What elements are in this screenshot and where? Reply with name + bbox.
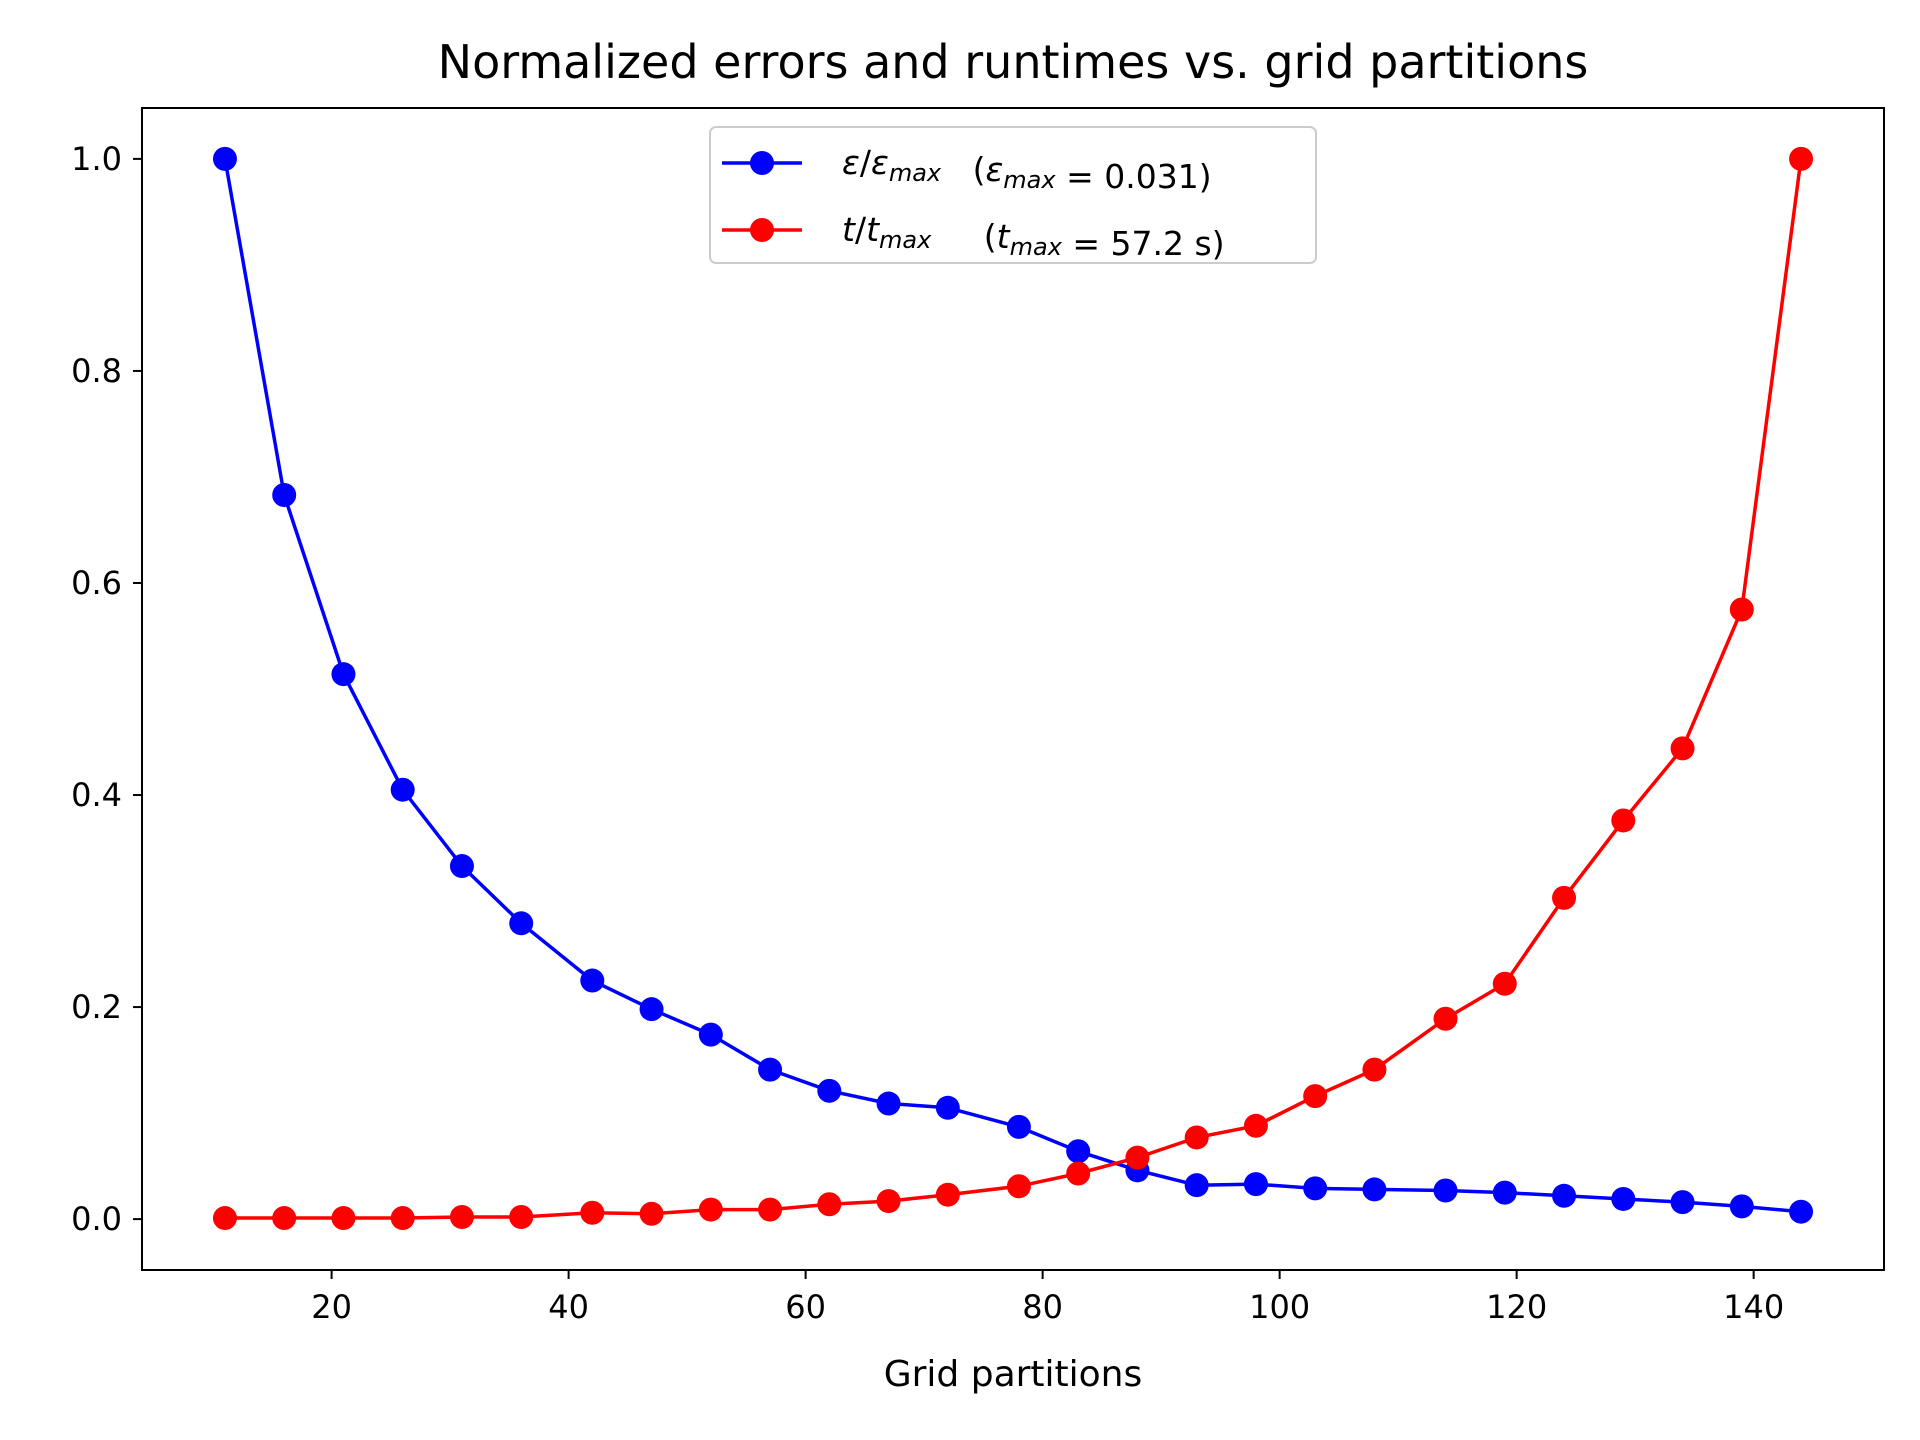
data-point (1729, 597, 1754, 622)
legend-label: ε/εmax (εmax = 0.031) (842, 143, 1212, 196)
data-point (1611, 808, 1636, 833)
legend-swatch-marker (750, 151, 774, 175)
data-point (1184, 1173, 1209, 1198)
data-point (1433, 1006, 1458, 1031)
data-point (817, 1078, 842, 1103)
data-point (509, 1204, 534, 1229)
data-point (1611, 1186, 1636, 1211)
legend-label: t/tmax (tmax = 57.2 s) (842, 210, 1225, 263)
data-point (876, 1189, 901, 1214)
data-point (758, 1197, 783, 1222)
y-tick-label: 0.6 (71, 564, 122, 602)
data-point (1362, 1177, 1387, 1202)
data-point (1006, 1114, 1031, 1139)
data-point (876, 1091, 901, 1116)
data-point (390, 1206, 415, 1231)
x-tick-label: 40 (548, 1288, 589, 1326)
x-tick-label: 100 (1249, 1288, 1310, 1326)
data-point (698, 1022, 723, 1047)
legend: ε/εmax (εmax = 0.031) t/tmax (tmax = 57.2… (709, 126, 1317, 264)
y-tick-label: 0.8 (71, 352, 122, 390)
data-point (935, 1095, 960, 1120)
data-point (449, 854, 474, 879)
data-point (331, 1206, 356, 1231)
data-point (580, 968, 605, 993)
plot-area (212, 146, 1814, 1231)
chart-title: Normalized errors and runtimes vs. grid … (438, 35, 1589, 89)
y-tick-label: 0.0 (71, 1200, 122, 1238)
x-tick-label: 80 (1022, 1288, 1063, 1326)
data-point (1184, 1125, 1209, 1150)
data-point (1492, 971, 1517, 996)
y-tick-label: 0.2 (71, 988, 122, 1026)
data-point (390, 777, 415, 802)
x-axis-label: Grid partitions (884, 1354, 1143, 1395)
data-point (1552, 1183, 1577, 1208)
x-tick-label: 20 (311, 1288, 352, 1326)
data-point (817, 1192, 842, 1217)
data-point (1670, 736, 1695, 761)
data-point (449, 1204, 474, 1229)
data-point (1066, 1139, 1091, 1164)
data-point (1362, 1057, 1387, 1082)
data-point (1729, 1194, 1754, 1219)
y-tick-label: 0.4 (71, 776, 122, 814)
data-point (1243, 1172, 1268, 1197)
series-runtime (212, 146, 1814, 1231)
legend-entries: ε/εmax (εmax = 0.031) t/tmax (tmax = 57.2… (722, 143, 1225, 263)
data-point (698, 1197, 723, 1222)
x-tick-label: 120 (1486, 1288, 1547, 1326)
data-point (212, 1206, 237, 1231)
y-tick-label: 1.0 (71, 140, 122, 178)
data-point (758, 1057, 783, 1082)
data-point (639, 997, 664, 1022)
data-point (212, 146, 237, 171)
data-point (1303, 1176, 1328, 1201)
legend-swatch-marker (750, 218, 774, 242)
x-axis: 20 40 60 80 100 120 140 (311, 1270, 1784, 1326)
data-point (1066, 1161, 1091, 1186)
data-point (1433, 1178, 1458, 1203)
data-point (639, 1201, 664, 1226)
data-point (935, 1182, 960, 1207)
legend-box (709, 126, 1317, 264)
series-error (212, 146, 1814, 1224)
data-point (272, 482, 297, 507)
legend-entry: ε/εmax (εmax = 0.031) (722, 143, 1212, 196)
data-point (331, 662, 356, 687)
data-point (1789, 1199, 1814, 1224)
data-point (1006, 1174, 1031, 1199)
plot-frame (141, 107, 1885, 1271)
data-point (1789, 146, 1814, 171)
data-point (1125, 1145, 1150, 1170)
data-point (580, 1200, 605, 1225)
x-tick-label: 60 (785, 1288, 826, 1326)
data-point (509, 911, 534, 936)
data-point (1243, 1113, 1268, 1138)
x-tick-label: 140 (1723, 1288, 1784, 1326)
data-point (1303, 1084, 1328, 1109)
data-point (1670, 1190, 1695, 1215)
data-point (1492, 1180, 1517, 1205)
data-point (1552, 885, 1577, 910)
data-point (272, 1206, 297, 1231)
y-axis: 0.0 0.2 0.4 0.6 0.8 1.0 (71, 140, 142, 1238)
legend-entry: t/tmax (tmax = 57.2 s) (722, 210, 1225, 263)
